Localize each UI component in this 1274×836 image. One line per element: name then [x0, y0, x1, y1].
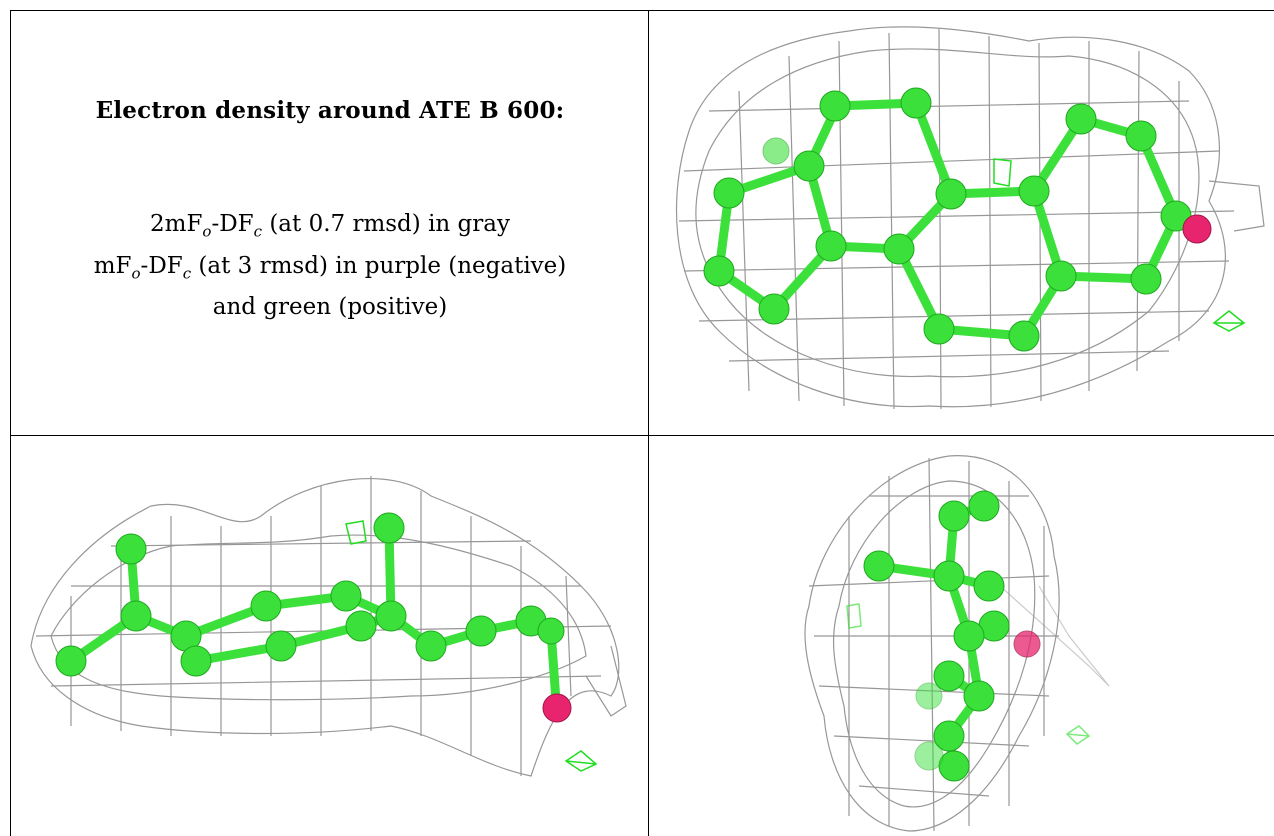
ligand-atoms	[55, 512, 565, 677]
positive-density-marker	[846, 603, 1091, 745]
oxygen-atom	[1182, 214, 1212, 244]
caption-line-green: and green (positive)	[212, 294, 448, 321]
caption-cell: Electron density around ATE B 600: 2mFo-…	[11, 11, 648, 435]
density-view-side	[11, 436, 648, 836]
ligand-atoms	[703, 87, 1192, 352]
figure-table: Electron density around ATE B 600: 2mFo-…	[10, 10, 1274, 836]
table-border-top	[10, 10, 1274, 11]
positive-density-marker	[993, 158, 1246, 332]
table-divider-middle	[10, 435, 1274, 436]
density-view-end-image	[804, 455, 1110, 832]
table-border-left	[10, 10, 11, 836]
caption-line-2mfo: 2mFo-DFc (at 0.7 rmsd) in gray	[150, 211, 510, 241]
table-divider-center	[648, 10, 649, 836]
ligand-bonds	[714, 98, 1181, 341]
oxygen-atom	[542, 693, 572, 723]
density-view-side-image	[30, 476, 627, 777]
caption-line-mfo: mFo-DFc (at 3 rmsd) in purple (negative)	[93, 252, 567, 283]
positive-density-marker	[345, 520, 598, 772]
caption-body: 2mFo-DFc (at 0.7 rmsd) in gray mFo-DFc (…	[11, 207, 648, 324]
caption-title: Electron density around ATE B 600:	[95, 97, 565, 124]
oxygen-atom	[1013, 630, 1041, 658]
density-view-top	[649, 11, 1274, 435]
density-view-top-image	[675, 26, 1265, 410]
density-view-end	[649, 436, 1274, 836]
ligand-atoms	[863, 490, 1010, 782]
